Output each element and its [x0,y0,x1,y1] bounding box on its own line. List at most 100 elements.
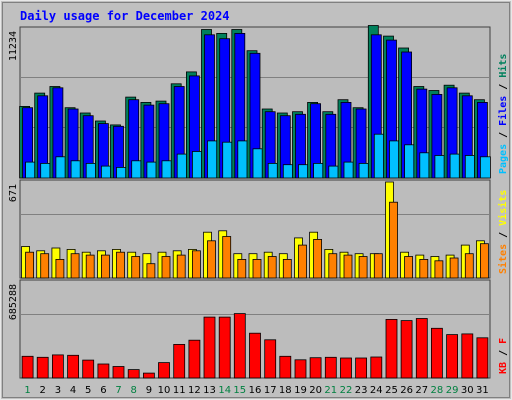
bar-sites-day-2 [40,253,50,279]
panel-hits-files-pages: 11234 Pages / Files / Hits [8,25,509,179]
bar-sites-day-22 [343,254,353,279]
bar-pages-day-20 [313,162,325,179]
bar-kb-f-day-18 [279,355,292,379]
bar-pages-day-29 [449,153,461,179]
bar-pages-day-1 [25,161,37,179]
bar-pages-day-12 [191,151,203,179]
bar-pages-day-6 [101,165,112,179]
x-tick-label-8: 8 [131,385,137,396]
x-tick-label-5: 5 [85,385,91,396]
bar-sites-day-15 [237,258,247,279]
bar-kb-f-day-29 [446,334,459,379]
x-tick-label-20: 20 [309,385,322,396]
chart-panels: 11234 Pages / Files / Hits 671 Sites / Visi… [8,25,509,379]
bar-sites-day-25 [389,201,398,279]
bar-pages-day-4 [70,160,82,179]
bar-pages-day-8 [131,160,143,179]
x-tick-label-11: 11 [173,385,186,396]
x-tick-label-31: 31 [476,385,489,396]
bar-sites-day-20 [313,238,323,279]
bar-kb-f-day-6 [97,363,110,379]
x-axis-labels: 1 2 3 4 5 6 7 8 9 10 11 12 13 14 15 16 17 18 19 20 21 22 23 24 2… [24,385,488,396]
bar-sites-day-14 [222,236,232,279]
bar-kb-f-day-10 [158,362,170,379]
bar-pages-day-10 [161,160,173,179]
x-tick-label-3: 3 [55,385,61,396]
bar-sites-day-21 [328,253,338,279]
bar-pages-day-2 [40,162,52,179]
bar-sites-day-7 [116,251,125,279]
bar-sites-day-16 [252,258,262,279]
bar-kb-f-day-7 [112,366,125,379]
panel-visits-sites: 671 Sites / Visits [8,179,509,279]
bar-sites-day-29 [449,257,459,279]
x-tick-label-22: 22 [340,385,353,396]
bar-kb-f-day-13 [203,316,216,379]
bar-pages-day-27 [419,152,431,179]
bar-pages-day-25 [389,140,400,179]
side-legend-sites: Sites [497,244,509,274]
chart-title: Daily usage for December 2024 [20,9,230,23]
x-tick-label-6: 6 [100,385,106,396]
bar-kb-f-day-9 [142,372,155,379]
y-max-label: 685288 [8,284,19,320]
bar-pages-day-23 [358,162,370,179]
x-tick-label-15: 15 [233,385,246,396]
side-legend-pages: Pages [498,144,509,174]
bar-pages-day-19 [298,164,309,179]
bar-pages-day-15 [237,140,249,179]
bar-pages-day-22 [343,161,355,179]
side-legend: Sites / Visits [497,190,509,274]
side-legend-hits: Hits [497,54,509,78]
bar-sites-day-10 [161,256,171,279]
bar-kb-f-day-17 [264,339,277,379]
bar-kb-f-day-24 [370,356,383,379]
bar-kb-f-day-14 [218,316,231,379]
bar-kb-f-day-27 [415,318,428,379]
x-tick-label-16: 16 [249,385,262,396]
x-tick-label-24: 24 [370,385,383,396]
x-tick-label-19: 19 [294,385,307,396]
x-tick-label-7: 7 [115,385,121,396]
bar-pages-day-14 [222,141,234,179]
x-tick-label-21: 21 [324,385,337,396]
bar-kb-f-day-5 [82,359,95,379]
bar-sites-day-17 [267,256,277,279]
bar-sites-day-30 [464,253,474,279]
bar-sites-day-19 [298,244,307,279]
bar-pages-day-7 [116,166,127,179]
bar-kb-f-day-20 [309,357,322,379]
bar-kb-f-day-15 [233,313,246,379]
x-tick-label-4: 4 [70,385,76,396]
bar-kb-f-day-31 [476,337,489,379]
bar-sites-day-9 [146,263,156,279]
bar-kb-f-day-4 [67,354,79,379]
bar-pages-day-26 [404,144,416,179]
bar-sites-day-28 [434,260,444,279]
x-tick-label-17: 17 [264,385,277,396]
side-legend: Pages / Files / Hits [497,54,509,174]
bar-kb-f-day-30 [461,333,474,379]
x-tick-label-29: 29 [446,385,459,396]
bar-kb-f-day-3 [52,354,64,379]
bar-pages-day-30 [464,155,476,179]
bar-sites-day-8 [131,256,141,279]
x-tick-label-28: 28 [431,385,444,396]
bar-kb-f-day-11 [173,343,186,379]
bar-sites-day-26 [404,256,414,279]
side-legend-separator: / [498,344,509,362]
bar-pages-day-17 [267,162,279,179]
bar-sites-day-6 [101,254,110,279]
bar-sites-day-27 [419,258,429,279]
bar-kb-f-day-22 [340,357,352,379]
x-tick-label-30: 30 [461,385,474,396]
bar-kb-f-day-25 [385,318,398,379]
x-tick-label-14: 14 [218,385,231,396]
side-legend-separator: / [498,78,509,96]
x-tick-label-26: 26 [400,385,413,396]
bar-kb-f-day-21 [324,356,337,379]
bar-sites-day-23 [358,256,368,279]
bar-sites-day-31 [479,243,489,279]
